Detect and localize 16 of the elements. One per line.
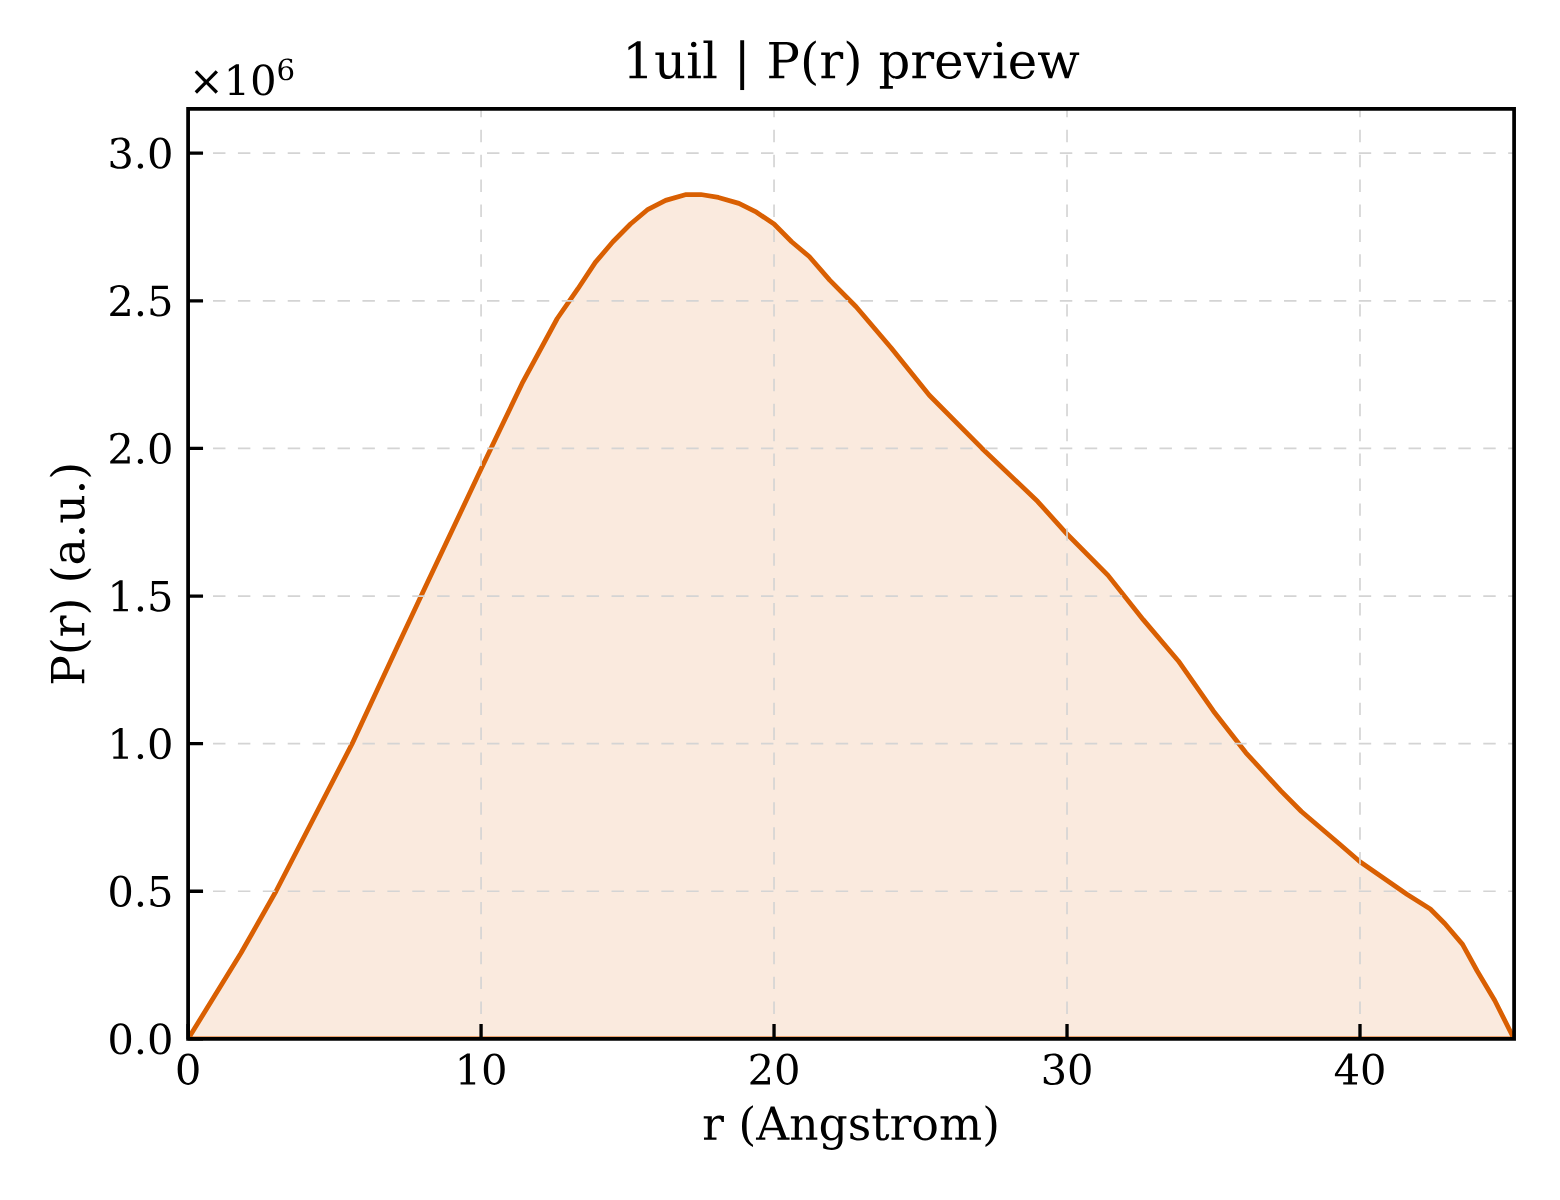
y-tick-label: 0.5 (110, 875, 171, 907)
x-tick-label: 20 (750, 1053, 798, 1085)
x-axis-title: r (Angstrom) (703, 1105, 997, 1151)
y-tick-label: 2.0 (110, 432, 171, 465)
y-tick-label: 0.0 (110, 1023, 171, 1055)
y-tick-label: 3.0 (110, 137, 171, 169)
x-tick-label: 40 (1334, 1053, 1384, 1085)
chart-title: 1uil | P(r) preview (628, 40, 1080, 91)
x-tick-label: 0 (177, 1053, 199, 1085)
x-tick-label: 10 (459, 1053, 505, 1085)
x-tick-label: 30 (1043, 1053, 1091, 1085)
y-tick-label: 2.5 (110, 285, 171, 317)
y-tick-label: 1.5 (112, 580, 171, 612)
text: ×10$^{6}$ (194, 58, 294, 96)
y-axis-title: P(r) (a.u.) (49, 465, 92, 684)
y-tick-label: 1.0 (112, 727, 171, 760)
